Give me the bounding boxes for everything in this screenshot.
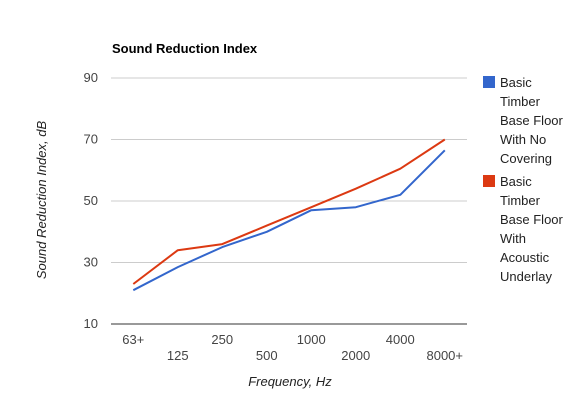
legend-label: Timber [500,193,541,208]
y-tick-label: 30 [84,255,98,270]
series-lines [132,138,446,292]
y-axis-ticks: 10 30 50 70 90 [84,70,98,331]
legend-swatch [483,175,495,187]
series-line-2 [132,138,446,285]
x-axis-ticks: 63+ 125 250 500 1000 2000 4000 8000+ [122,332,463,363]
legend-label: Base Floor [500,113,564,128]
legend-label: Base Floor [500,212,564,227]
legend-swatch [483,76,495,88]
x-tick-label: 4000 [386,332,415,347]
x-tick-label: 8000+ [426,348,463,363]
legend-label: Acoustic [500,250,550,265]
legend-label: Covering [500,151,552,166]
chart-title: Sound Reduction Index [112,41,258,56]
x-tick-label: 1000 [297,332,326,347]
legend-label: Timber [500,94,541,109]
legend-label: Underlay [500,269,553,284]
legend-label: With No [500,132,546,147]
x-axis-label: Frequency, Hz [248,374,332,389]
y-tick-label: 50 [84,193,98,208]
legend-label: With [500,231,526,246]
y-tick-label: 90 [84,70,98,85]
x-tick-label: 2000 [341,348,370,363]
series-line-1 [132,149,446,292]
y-tick-label: 70 [84,132,98,147]
gridlines [111,77,467,325]
x-tick-label: 500 [256,348,278,363]
y-tick-label: 10 [84,316,98,331]
legend: Basic Timber Base Floor With No Covering Basi… [483,75,564,284]
legend-label: Basic [500,174,532,189]
x-tick-label: 63+ [122,332,144,347]
x-tick-label: 125 [167,348,189,363]
y-axis-label: Sound Reduction Index, dB [34,121,49,280]
legend-label: Basic [500,75,532,90]
x-tick-label: 250 [211,332,233,347]
